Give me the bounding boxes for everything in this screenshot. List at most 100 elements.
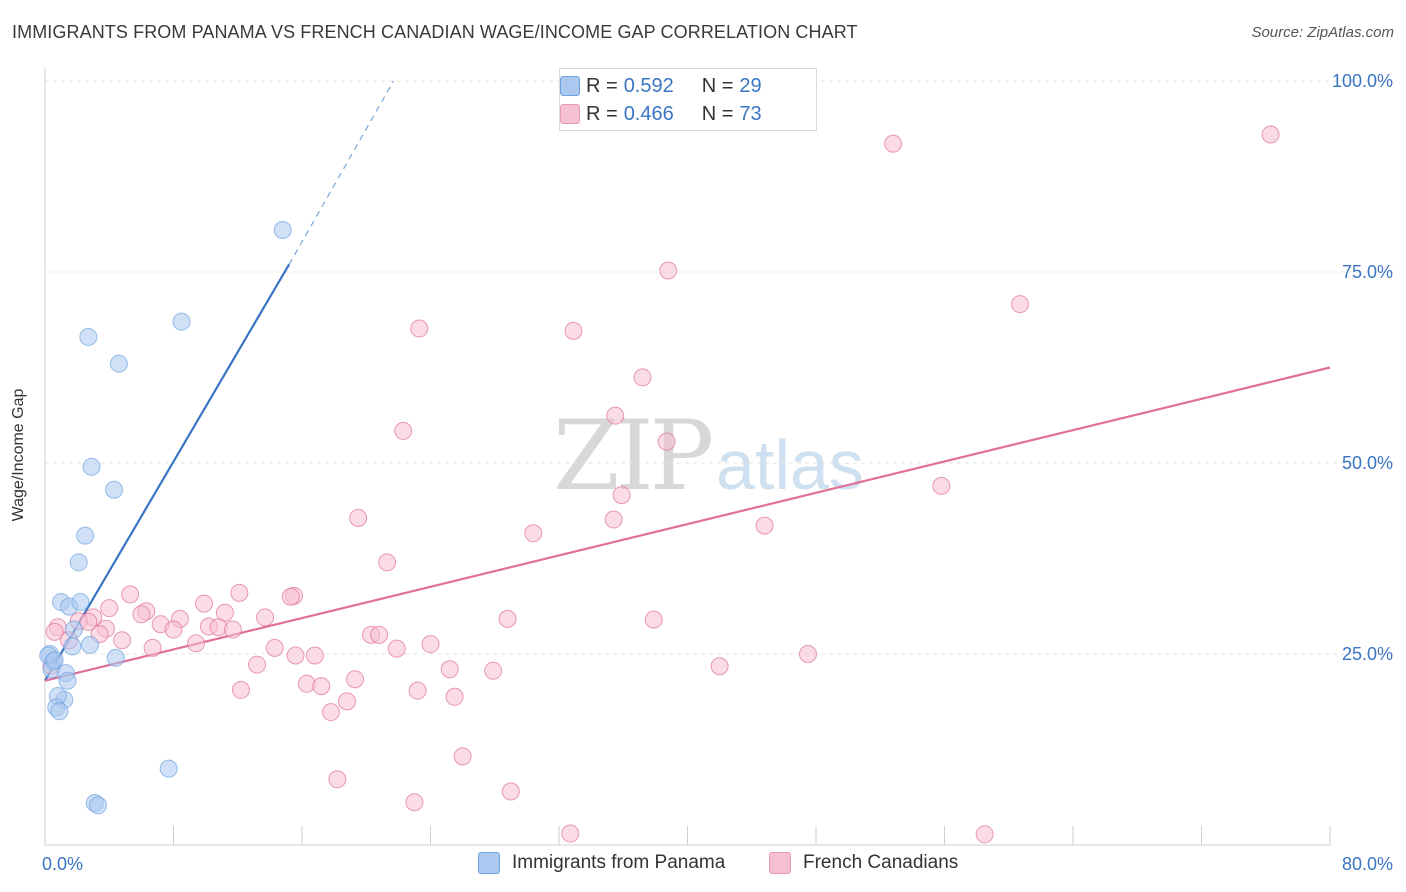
legend-item-french-canadians[interactable]: French Canadians bbox=[769, 852, 958, 874]
point-panama bbox=[159, 759, 178, 778]
point-french-canadians bbox=[337, 692, 356, 711]
y-tick-label: 100.0% bbox=[1332, 71, 1393, 91]
point-french-canadians bbox=[143, 638, 162, 657]
point-french-canadians bbox=[975, 825, 994, 844]
tick-labels: 25.0% 50.0% 75.0% 100.0% 0.0% 80.0% bbox=[42, 71, 1393, 874]
point-panama bbox=[76, 526, 95, 545]
y-tick-label: 75.0% bbox=[1342, 262, 1393, 282]
point-panama bbox=[105, 480, 124, 499]
series-legend: Immigrants from Panama French Canadians bbox=[0, 852, 1406, 876]
point-french-canadians bbox=[644, 610, 663, 629]
point-french-canadians bbox=[286, 646, 305, 665]
point-panama bbox=[172, 312, 191, 331]
legend-swatch-panama bbox=[560, 76, 580, 96]
point-panama bbox=[64, 620, 83, 639]
legend-n-value: 29 bbox=[739, 74, 762, 97]
legend-n-label: N = bbox=[701, 74, 734, 97]
point-french-canadians bbox=[231, 680, 250, 699]
x-tick-label: 0.0% bbox=[42, 854, 83, 874]
point-french-canadians bbox=[561, 824, 580, 843]
legend-swatch-french-canadians bbox=[769, 852, 791, 874]
legend-r-label: R = bbox=[586, 102, 618, 125]
point-french-canadians bbox=[755, 516, 774, 535]
point-french-canadians bbox=[445, 687, 464, 706]
point-french-canadians bbox=[498, 609, 517, 628]
legend-n-value: 73 bbox=[739, 102, 762, 125]
x-tick-label: 80.0% bbox=[1342, 854, 1393, 874]
point-french-canadians bbox=[501, 782, 520, 801]
point-french-canadians bbox=[230, 583, 249, 602]
point-french-canadians bbox=[132, 605, 151, 624]
trend-lines bbox=[44, 80, 1331, 682]
legend-swatch-panama bbox=[478, 852, 500, 874]
point-panama bbox=[45, 651, 64, 670]
point-french-canadians bbox=[1261, 125, 1280, 144]
point-french-canadians bbox=[370, 625, 389, 644]
legend-swatch-french-canadians bbox=[560, 104, 580, 124]
point-french-canadians bbox=[421, 635, 440, 654]
point-french-canadians bbox=[484, 661, 503, 680]
correlation-legend: R = 0.592 N = 29 R = 0.466 N = 73 bbox=[559, 68, 817, 131]
point-french-canadians bbox=[113, 631, 132, 650]
trend-line-french-canadians bbox=[44, 366, 1331, 682]
point-french-canadians bbox=[604, 510, 623, 529]
point-french-canadians bbox=[657, 432, 676, 451]
point-french-canadians bbox=[387, 639, 406, 658]
source-label: Source: ZipAtlas.com bbox=[1251, 24, 1394, 41]
point-french-canadians bbox=[248, 655, 267, 674]
point-panama bbox=[50, 702, 69, 721]
legend-item-panama[interactable]: Immigrants from Panama bbox=[478, 852, 725, 874]
point-panama bbox=[82, 457, 101, 476]
point-french-canadians bbox=[932, 476, 951, 495]
legend-label-panama: Immigrants from Panama bbox=[512, 852, 726, 873]
point-french-canadians bbox=[256, 608, 275, 627]
point-french-canadians bbox=[405, 793, 424, 812]
point-french-canadians bbox=[186, 634, 205, 653]
point-french-canadians bbox=[606, 406, 625, 425]
point-panama bbox=[106, 648, 125, 667]
legend-r-value: 0.592 bbox=[623, 74, 674, 97]
legend-row-panama: R = 0.592 N = 29 bbox=[560, 74, 762, 98]
watermark-atlas: atlas bbox=[716, 426, 864, 504]
y-tick-label: 25.0% bbox=[1342, 644, 1393, 664]
point-french-canadians bbox=[265, 638, 284, 657]
point-french-canadians bbox=[305, 646, 324, 665]
point-french-canadians bbox=[524, 524, 543, 543]
point-french-canadians bbox=[45, 622, 64, 641]
point-french-canadians bbox=[410, 319, 429, 338]
point-french-canadians bbox=[164, 620, 183, 639]
y-tick-label: 50.0% bbox=[1342, 453, 1393, 473]
point-panama bbox=[69, 553, 88, 572]
point-french-canadians bbox=[453, 747, 472, 766]
point-french-canadians bbox=[79, 612, 98, 631]
point-french-canadians bbox=[312, 677, 331, 696]
point-french-canadians bbox=[659, 261, 678, 280]
legend-r-value: 0.466 bbox=[623, 102, 674, 125]
trend-line-panama bbox=[44, 263, 291, 682]
point-french-canadians bbox=[195, 594, 214, 613]
point-french-canadians bbox=[1010, 295, 1029, 314]
trend-line-panama-extension bbox=[288, 80, 395, 265]
point-french-canadians bbox=[121, 585, 140, 604]
point-french-canadians bbox=[346, 670, 365, 689]
legend-r-label: R = bbox=[586, 74, 618, 97]
point-french-canadians bbox=[440, 660, 459, 679]
point-french-canadians bbox=[408, 681, 427, 700]
point-french-canadians bbox=[710, 657, 729, 676]
point-french-canadians bbox=[633, 368, 652, 387]
point-french-canadians bbox=[884, 134, 903, 153]
point-panama bbox=[273, 220, 292, 239]
point-panama bbox=[58, 671, 77, 690]
point-panama bbox=[89, 796, 108, 815]
point-french-canadians bbox=[564, 321, 583, 340]
data-points bbox=[39, 125, 1280, 844]
point-panama bbox=[109, 354, 128, 373]
point-french-canadians bbox=[378, 553, 397, 572]
legend-n-label: N = bbox=[701, 102, 734, 125]
point-french-canadians bbox=[328, 770, 347, 789]
watermark-zip: ZIP bbox=[553, 400, 714, 512]
point-panama bbox=[80, 635, 99, 654]
point-panama bbox=[63, 637, 82, 656]
point-french-canadians bbox=[394, 421, 413, 440]
